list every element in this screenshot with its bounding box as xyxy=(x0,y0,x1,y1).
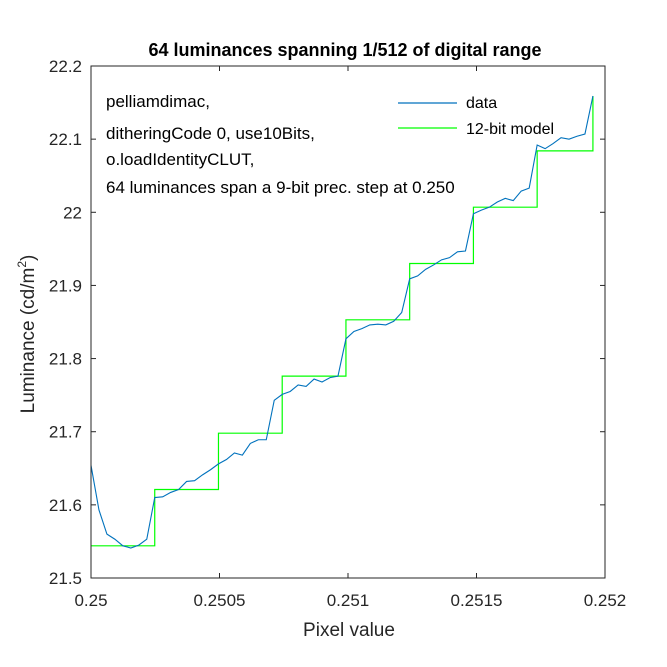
y-tick-label: 21.7 xyxy=(49,423,82,442)
legend: data 12-bit model xyxy=(398,95,554,138)
y-tick-label: 22.1 xyxy=(49,130,82,149)
annotation-line: o.loadIdentityCLUT, xyxy=(106,150,254,169)
x-tick-label: 0.25 xyxy=(74,591,107,610)
y-axis-label-main: Luminance (cd/m xyxy=(18,268,39,414)
x-tick-label: 0.2515 xyxy=(451,591,503,610)
y-tick-label: 22 xyxy=(63,203,82,222)
x-axis-label: Pixel value xyxy=(303,620,395,641)
series-line-data xyxy=(90,95,594,549)
y-tick-label: 21.5 xyxy=(49,569,82,588)
annotation-line: 64 luminances span a 9-bit prec. step at… xyxy=(106,178,455,197)
annotation-line: pelliamdimac, xyxy=(106,92,210,111)
series-layer xyxy=(90,95,594,549)
annotation-line: ditheringCode 0, use10Bits, xyxy=(106,124,315,143)
y-tick-label: 22.2 xyxy=(49,57,82,76)
x-tick-label: 0.251 xyxy=(327,591,370,610)
y-axis-label-close: ) xyxy=(18,255,39,261)
annotation-layer: pelliamdimac, ditheringCode 0, use10Bits,… xyxy=(106,92,455,197)
y-tick-label: 21.9 xyxy=(49,276,82,295)
x-tick-label: 0.2505 xyxy=(194,591,246,610)
y-axis-label: Luminance (cd/m2) xyxy=(15,255,39,414)
series-line-12-bit-model xyxy=(91,95,594,547)
y-axis-label-superscript: 2 xyxy=(15,261,29,268)
y-tick-label: 21.8 xyxy=(49,350,82,369)
x-tick-label: 0.252 xyxy=(584,591,627,610)
legend-label-data: data xyxy=(466,95,497,112)
y-tick-label: 21.6 xyxy=(49,496,82,515)
axes-layer: 0.25 0.2505 0.251 0.2515 0.252 21.5 21.6 21.7 21… xyxy=(49,57,626,610)
chart-title: 64 luminances spanning 1/512 of digital … xyxy=(148,40,541,60)
legend-label-12-bit-model: 12-bit model xyxy=(466,121,554,138)
